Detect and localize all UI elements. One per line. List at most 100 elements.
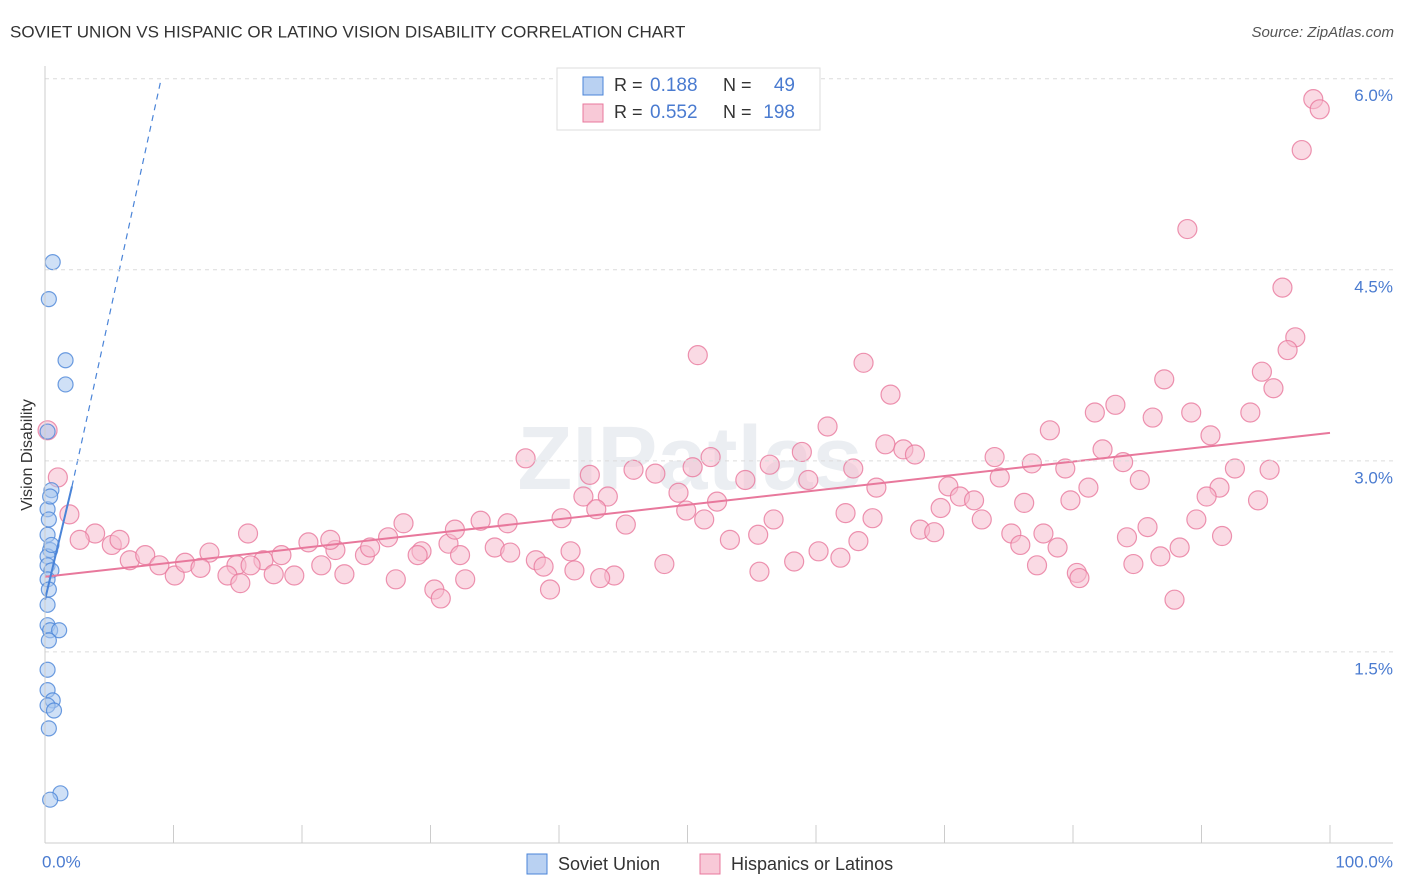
point	[69, 529, 90, 550]
point	[1123, 553, 1144, 575]
point	[623, 459, 644, 480]
point	[687, 345, 708, 366]
stats-n-label: N =	[723, 102, 752, 122]
point	[40, 632, 57, 649]
point	[1196, 486, 1217, 507]
y-tick-label: 6.0%	[1354, 86, 1393, 105]
point	[1177, 218, 1198, 240]
point	[334, 564, 355, 585]
point	[1026, 555, 1048, 576]
legend-label: Hispanics or Latinos	[731, 854, 893, 874]
point	[791, 441, 812, 463]
y-axis-label: Vision Disability	[19, 399, 36, 511]
x-tick-label: 0.0%	[42, 852, 81, 871]
point	[1039, 420, 1060, 441]
point	[190, 557, 211, 578]
point	[1211, 525, 1233, 547]
point	[654, 553, 675, 575]
point	[45, 702, 63, 719]
point	[645, 463, 666, 484]
point	[830, 547, 851, 568]
point	[40, 511, 57, 528]
point	[862, 508, 883, 529]
point	[930, 497, 951, 519]
point	[579, 464, 600, 485]
point	[1092, 439, 1113, 460]
point	[924, 522, 945, 543]
stats-r: 0.552	[650, 102, 698, 123]
point	[808, 541, 829, 562]
point	[880, 384, 901, 405]
point	[1014, 492, 1035, 514]
point	[694, 509, 715, 530]
point	[407, 545, 428, 566]
point	[1137, 517, 1158, 538]
point	[1272, 277, 1293, 298]
point	[597, 486, 618, 507]
point	[682, 457, 703, 478]
point	[1181, 402, 1202, 423]
point	[971, 509, 992, 530]
point	[230, 573, 251, 594]
stats-swatch	[582, 76, 604, 96]
point	[1263, 378, 1284, 399]
point	[700, 446, 721, 468]
point	[573, 486, 594, 507]
stats-swatch	[582, 103, 604, 123]
point	[904, 444, 926, 465]
point	[1200, 425, 1221, 446]
point	[515, 448, 536, 469]
y-tick-label: 4.5%	[1354, 277, 1393, 296]
legend-swatch	[699, 853, 721, 875]
trend-extension	[71, 81, 162, 487]
point	[748, 524, 769, 545]
point	[784, 551, 805, 572]
point	[1224, 458, 1246, 479]
y-tick-label: 3.0%	[1354, 468, 1393, 487]
point	[1186, 509, 1207, 530]
point	[40, 291, 57, 308]
point	[385, 569, 406, 590]
point	[615, 514, 636, 535]
point	[1277, 339, 1298, 361]
point	[1142, 407, 1163, 428]
point	[835, 502, 856, 524]
point	[798, 469, 819, 491]
point	[1060, 490, 1081, 511]
trend-line	[44, 431, 1331, 578]
point	[759, 454, 780, 475]
point	[1010, 534, 1031, 556]
point	[240, 555, 261, 576]
point	[1150, 546, 1171, 567]
point	[735, 469, 756, 491]
chart-title: SOVIET UNION VS HISPANIC OR LATINO VISIO…	[10, 22, 685, 41]
point	[1021, 453, 1042, 474]
point	[1047, 537, 1068, 558]
point	[848, 531, 869, 552]
point	[1069, 567, 1090, 589]
point	[875, 434, 896, 455]
point	[1291, 139, 1312, 161]
trend-line	[44, 486, 73, 600]
source: Source: ZipAtlas.com	[1251, 24, 1394, 41]
legend-swatch	[526, 853, 548, 875]
point	[989, 467, 1010, 488]
point	[39, 596, 56, 613]
point	[560, 541, 581, 562]
point	[284, 565, 305, 586]
point	[42, 791, 59, 808]
point	[311, 555, 332, 576]
point	[500, 542, 521, 563]
point	[866, 477, 887, 498]
point	[1084, 402, 1105, 423]
stats-n: 49	[774, 75, 795, 96]
point	[843, 458, 864, 479]
point	[430, 588, 451, 609]
point	[1164, 589, 1185, 610]
point	[763, 509, 784, 530]
stats-r-label: R =	[614, 75, 643, 95]
plot-area	[37, 81, 1331, 808]
point	[1247, 490, 1269, 511]
